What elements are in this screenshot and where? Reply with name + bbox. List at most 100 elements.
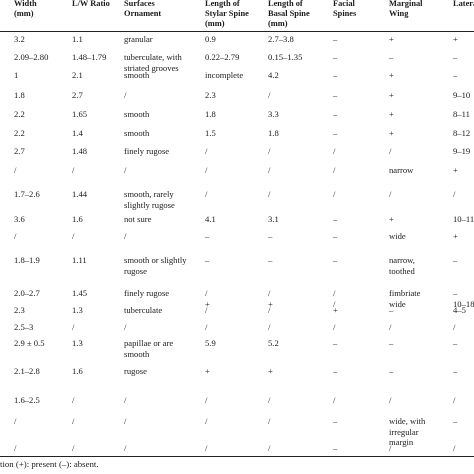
table-cell-line: / bbox=[205, 146, 208, 156]
table-cell-line: margin bbox=[389, 437, 414, 447]
table-cell-line: 1.6 bbox=[72, 214, 83, 224]
table-cell: 3.2 bbox=[14, 34, 25, 45]
table-cell: / bbox=[268, 305, 270, 316]
table-cell: / bbox=[268, 165, 270, 176]
table-cell: + bbox=[453, 165, 458, 176]
table-cell: 4–5 bbox=[453, 305, 466, 316]
table-cell: 1 bbox=[14, 70, 18, 81]
table-cell-line: tuberculate bbox=[124, 305, 163, 315]
table-cell: / bbox=[124, 231, 126, 242]
column-header-line: (mm) bbox=[205, 19, 225, 28]
table-cell-line: + bbox=[205, 366, 210, 376]
table-cell: 1.6 bbox=[72, 366, 83, 377]
table-cell: 2.2 bbox=[14, 109, 25, 120]
table-cell-line: / bbox=[453, 322, 456, 332]
table-cell: 3.3 bbox=[268, 109, 279, 120]
table-cell-line: / bbox=[268, 443, 271, 453]
table-cell: 1.3 bbox=[72, 305, 83, 316]
table-cell: / bbox=[205, 305, 207, 316]
table-cell: / bbox=[268, 146, 270, 157]
table-cell: + bbox=[205, 366, 210, 377]
table-cell-line: / bbox=[205, 189, 208, 199]
table-cell-line: 2.5–3 bbox=[14, 322, 34, 332]
table-cell: 5.2 bbox=[268, 338, 279, 349]
table-cell: – bbox=[333, 90, 337, 101]
table-cell: 4.2 bbox=[268, 70, 279, 81]
table-cell: – bbox=[333, 128, 337, 139]
table-cell: / bbox=[389, 322, 391, 333]
table-cell-line: 1.8 bbox=[14, 90, 25, 100]
table-cell-line: 1.6 bbox=[72, 366, 83, 376]
table-cell-line: + bbox=[389, 34, 394, 44]
column-header: Length of Stylar Spine (mm) bbox=[205, 0, 249, 29]
table-cell-line: + bbox=[453, 165, 458, 175]
table-cell-line: 2.3 bbox=[205, 90, 216, 100]
table-cell: / bbox=[268, 443, 270, 454]
column-header-line: Width bbox=[14, 0, 37, 8]
table-cell: 3.1 bbox=[268, 214, 279, 225]
table-cell: / bbox=[205, 146, 207, 157]
table-cell-line: striated grooves bbox=[124, 62, 179, 73]
table-cell-line: / bbox=[333, 189, 336, 199]
table-cell-line: / bbox=[124, 322, 127, 332]
table-cell-line: smooth bbox=[124, 348, 150, 359]
table-cell-line: / bbox=[72, 443, 75, 453]
table-cell: finely rugose bbox=[124, 146, 169, 157]
table-cell: – bbox=[453, 255, 457, 266]
table-cell: + bbox=[333, 305, 338, 316]
table-cell-line: fimbriate bbox=[389, 288, 421, 298]
table-cell-line: – bbox=[389, 338, 394, 348]
table-cell: 9–10 bbox=[453, 90, 470, 101]
table-cell: / bbox=[268, 395, 270, 406]
table-cell: + bbox=[389, 34, 394, 45]
table-cell-line: – bbox=[205, 255, 210, 265]
table-cell-line: – bbox=[333, 338, 338, 348]
table-cell-line: 9–10 bbox=[453, 90, 471, 100]
table-cell-line: 8–11 bbox=[453, 109, 470, 119]
table-cell-line: 1.11 bbox=[72, 255, 87, 265]
table-cell-line: 0.22–2.79 bbox=[205, 52, 240, 62]
table-cell-line: / bbox=[333, 322, 336, 332]
table-cell-line: 0.15–1.35 bbox=[268, 52, 303, 62]
table-cell-line: / bbox=[268, 305, 271, 315]
table-cell: 2.7 bbox=[72, 90, 83, 101]
table-cell: + bbox=[453, 231, 458, 242]
table-cell-line: + bbox=[389, 90, 394, 100]
table-cell-line: 1.8 bbox=[205, 109, 216, 119]
table-cell-line: – bbox=[268, 231, 273, 241]
table-cell: 2.7 bbox=[14, 146, 25, 157]
table-cell: + bbox=[389, 214, 394, 225]
table-cell: / bbox=[389, 146, 391, 157]
table-cell-line: + bbox=[389, 70, 394, 80]
table-cell-line: 0.9 bbox=[205, 34, 216, 44]
table-cell-line: finely rugose bbox=[124, 146, 170, 156]
table-cell: granular bbox=[124, 34, 153, 45]
table-cell: / bbox=[453, 322, 455, 333]
table-cell: 2.2 bbox=[14, 128, 25, 139]
table-cell-line: / bbox=[268, 189, 271, 199]
table-cell: 1.5 bbox=[205, 128, 216, 139]
column-header: Latera bbox=[453, 0, 474, 9]
table-cell-line: – bbox=[333, 443, 338, 453]
table-cell: / / bbox=[333, 288, 335, 309]
table-cell-line: – bbox=[453, 52, 458, 62]
table-cell-line: tuberculate, with bbox=[124, 52, 182, 62]
table-cell: / bbox=[72, 231, 74, 242]
table-cell: / bbox=[389, 443, 391, 454]
column-header: Facial Spines bbox=[333, 0, 356, 19]
table-cell-line: 1.45 bbox=[72, 288, 88, 298]
table-cell-line: – bbox=[389, 366, 394, 376]
table-cell-line: / bbox=[268, 146, 271, 156]
table-cell-line: / bbox=[205, 395, 208, 405]
table-cell: 2.1 bbox=[72, 70, 83, 81]
table-cell-line: / bbox=[268, 395, 271, 405]
table-cell-line: / bbox=[14, 416, 17, 426]
table-cell-line: 1.1 bbox=[72, 34, 83, 44]
table-cell: / bbox=[124, 90, 126, 101]
table-cell: / bbox=[14, 165, 16, 176]
table-cell-line: / bbox=[453, 189, 456, 199]
table-cell: 1.1 bbox=[72, 34, 83, 45]
table-cell: – bbox=[333, 255, 337, 266]
table-cell: fimbriate wide bbox=[389, 288, 421, 309]
table-cell-line: – bbox=[453, 288, 458, 298]
